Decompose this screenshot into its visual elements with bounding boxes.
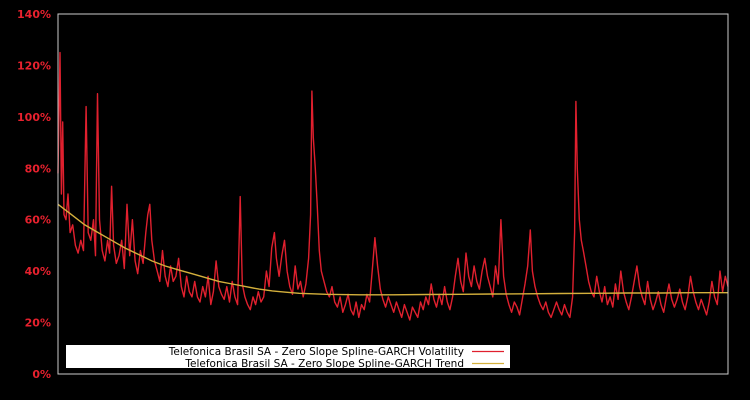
y-axis-ticks: 0% 20% 40% 60% 80% 100% 120% 140% bbox=[17, 8, 51, 381]
legend-label-volatility: Telefonica Brasil SA - Zero Slope Spline… bbox=[168, 346, 464, 358]
y-tick-label: 80% bbox=[25, 162, 51, 175]
y-tick-label: 20% bbox=[25, 317, 51, 330]
legend-label-trend: Telefonica Brasil SA - Zero Slope Spline… bbox=[184, 358, 464, 370]
legend: Telefonica Brasil SA - Zero Slope Spline… bbox=[66, 345, 510, 370]
y-tick-label: 60% bbox=[25, 214, 51, 227]
y-tick-label: 100% bbox=[17, 111, 51, 124]
plot-area bbox=[57, 51, 729, 321]
y-tick-label: 140% bbox=[17, 8, 51, 21]
y-tick-label: 0% bbox=[32, 368, 51, 381]
plot-frame bbox=[57, 13, 729, 375]
y-tick-label: 120% bbox=[17, 59, 51, 72]
trend-series-line bbox=[57, 203, 728, 296]
legend-box bbox=[66, 345, 510, 368]
volatility-series-line bbox=[57, 51, 729, 321]
y-tick-label: 40% bbox=[25, 265, 51, 278]
